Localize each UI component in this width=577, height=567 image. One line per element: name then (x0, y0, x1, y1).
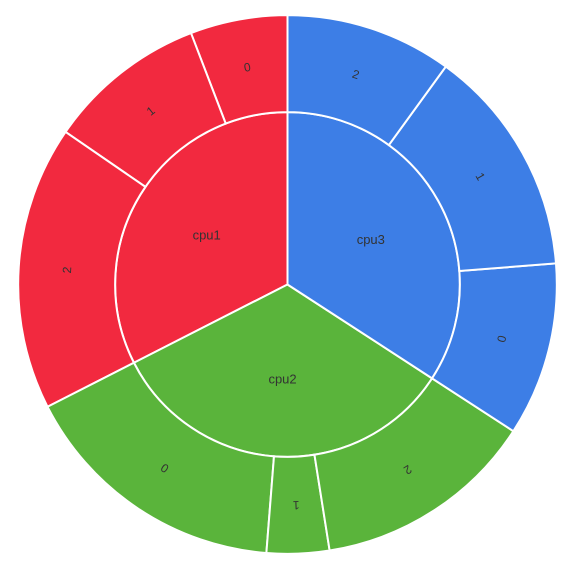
inner-label-cpu3: cpu3 (357, 232, 385, 247)
outer-label-cpu1-0: 0 (243, 60, 252, 75)
outer-label-cpu3-2: 2 (350, 67, 361, 82)
outer-label-cpu2-1: 1 (292, 498, 300, 512)
outer-ring (17, 14, 558, 555)
outer-slice-cpu1-2[interactable] (17, 130, 147, 409)
outer-slice-cpu3-2[interactable] (286, 14, 448, 147)
inner-label-cpu2: cpu2 (268, 372, 296, 387)
outer-label-cpu3-0: 0 (494, 334, 509, 344)
inner-ring (114, 111, 461, 458)
outer-label-cpu1-2: 2 (60, 266, 74, 274)
inner-label-cpu1: cpu1 (193, 227, 221, 242)
